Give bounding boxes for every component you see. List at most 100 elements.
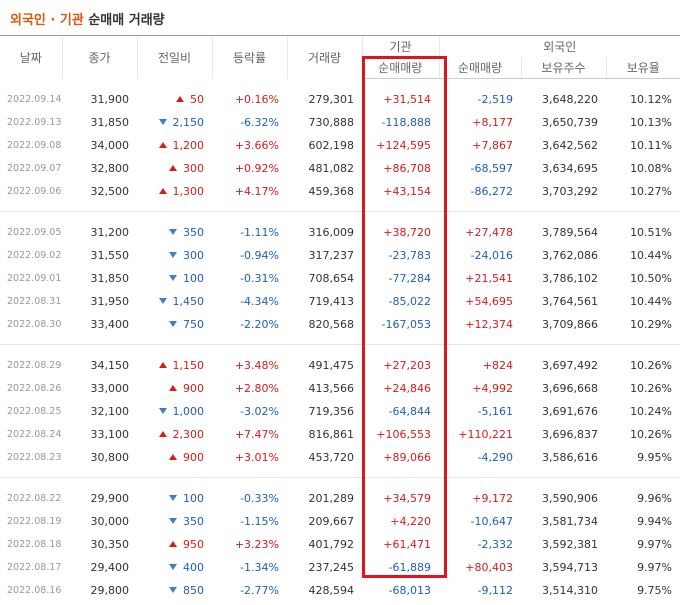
data-row: 2022.08.19 30,000 350 -1.15% 209,667 +4,220 -1… [0,510,680,533]
cell: +0.16% [212,88,287,111]
value: -77,284 [388,272,431,285]
cell: 3,634,695 [521,157,606,180]
value: +38,720 [383,226,431,239]
value: 10.26% [630,359,673,372]
value: 3,697,492 [542,359,598,372]
value: 820,568 [308,318,355,331]
value: +86,708 [383,162,431,175]
value: 3,650,739 [542,116,598,129]
cell: 602,198 [287,134,362,157]
date: 2022.09.01 [7,273,62,284]
value: -5,161 [477,405,513,418]
cell: -2.77% [212,579,287,602]
value: -167,053 [381,318,431,331]
cell: +8,177 [439,111,521,134]
date: 2022.09.08 [7,140,62,151]
cell: +12,374 [439,313,521,336]
value: 10.26% [630,428,673,441]
value: -86,272 [470,185,513,198]
value: +43,154 [383,185,431,198]
value: 3,581,734 [542,515,598,528]
value: 10.11% [630,139,673,152]
date: 2022.08.30 [7,319,62,330]
value: 316,009 [308,226,355,239]
date: 2022.08.29 [7,360,62,371]
value: +4,220 [390,515,431,528]
value: -4.34% [240,295,279,308]
value: 10.44% [630,249,673,262]
value: -64,844 [388,405,431,418]
value: 100 [183,272,204,285]
cell: 2,300 [137,423,212,446]
value: 350 [183,515,204,528]
cell: +4.17% [212,180,287,203]
value: 719,413 [308,295,355,308]
change-arrow [169,495,177,501]
data-row: 2022.08.31 31,950 1,450 -4.34% 719,413 -85,02… [0,290,680,313]
header-row: 순매매량 순매매량 보유주수 보유율 [0,57,680,79]
value: 9.96% [637,492,673,505]
value: +106,553 [376,428,431,441]
cell: -0.31% [212,267,287,290]
cell: -118,888 [362,111,439,134]
cell: +89,066 [362,446,439,469]
value: +0.92% [234,162,279,175]
value: 10.13% [630,116,673,129]
value: 33,400 [90,318,130,331]
data-row: 2022.09.08 34,000 1,200 +3.66% 602,198 +124,5… [0,134,680,157]
value: +7.47% [234,428,279,441]
cell: 719,413 [287,290,362,313]
value: 33,100 [90,428,130,441]
value: 34,000 [90,139,130,152]
cell: -68,013 [362,579,439,602]
date: 2022.09.14 [7,94,62,105]
cell: 900 [137,377,212,400]
value: 31,850 [90,272,130,285]
value: +824 [482,359,513,372]
cell: 2022.09.06 [0,180,62,203]
value: 3,592,381 [542,538,598,551]
cell: 32,800 [62,157,137,180]
cell: +2.80% [212,377,287,400]
value: 3,696,837 [542,428,598,441]
value: +27,203 [383,359,431,372]
change-arrow [169,518,177,524]
value: 33,000 [90,382,130,395]
cell: +106,553 [362,423,439,446]
change-arrow [169,275,177,281]
value: 10.29% [630,318,673,331]
value: 10.51% [630,226,673,239]
cell: -1.15% [212,510,287,533]
value: 3,762,086 [542,249,598,262]
value: 730,888 [308,116,355,129]
cell: 481,082 [287,157,362,180]
cell: 2022.09.14 [0,88,62,111]
cell: 3,648,220 [521,88,606,111]
cell: 816,861 [287,423,362,446]
value: 3,696,668 [542,382,598,395]
column-subheader: 보유율 [605,57,680,79]
cell: +27,203 [362,354,439,377]
value: 459,368 [308,185,355,198]
cell: 2022.08.19 [0,510,62,533]
cell: 3,696,668 [521,377,606,400]
cell: 350 [137,510,212,533]
cell: 316,009 [287,221,362,244]
date: 2022.08.24 [7,429,62,440]
cell: -10,647 [439,510,521,533]
value: 10.50% [630,272,673,285]
value: -0.33% [240,492,279,505]
column-header: 전일비 [136,35,212,79]
value: +110,221 [458,428,513,441]
cell: 32,500 [62,180,137,203]
change-arrow [158,362,167,368]
value: 31,200 [90,226,130,239]
value: 481,082 [308,162,355,175]
cell: -2.20% [212,313,287,336]
cell: 10.13% [606,111,680,134]
cell: 3,592,381 [521,533,606,556]
cell: 32,100 [62,400,137,423]
cell: 3,586,616 [521,446,606,469]
cell: 3,514,310 [521,579,606,602]
cell: 31,950 [62,290,137,313]
